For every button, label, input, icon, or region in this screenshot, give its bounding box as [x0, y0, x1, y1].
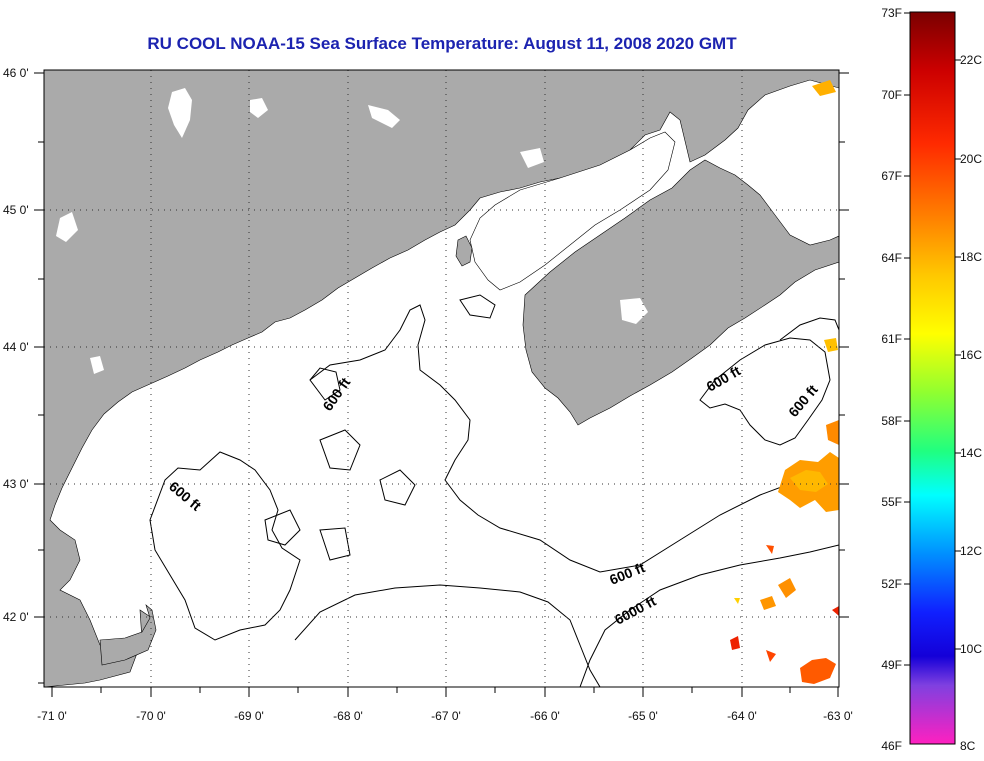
lake: [168, 88, 192, 138]
sst-patch-hot: [800, 658, 836, 684]
map-grid: [44, 70, 839, 687]
fahrenheit-label: 52F: [881, 577, 902, 591]
contour-600ft-georges: [294, 584, 601, 687]
lat-label: 42 0': [3, 610, 29, 624]
contour-small: [379, 469, 416, 506]
colorbar-ticks: [904, 12, 961, 666]
contour-600ft-basin: [309, 304, 839, 573]
lon-label: -64 0': [727, 709, 757, 723]
lon-label: -67 0': [431, 709, 461, 723]
sst-patch-hot: [766, 545, 774, 554]
depth-contours: [149, 294, 839, 687]
fahrenheit-label: 58F: [881, 414, 902, 428]
contour-small: [319, 527, 351, 561]
sst-pixels: [730, 80, 839, 684]
lon-label: -68 0': [333, 709, 363, 723]
fahrenheit-label: 49F: [881, 658, 902, 672]
land-mainland: [44, 70, 839, 687]
latitude-labels: 46 0' 45 0' 44 0' 43 0' 42 0': [3, 66, 29, 624]
celsius-label: 20C: [960, 152, 982, 166]
lat-label: 43 0': [3, 477, 29, 491]
lon-label: -63 0': [823, 709, 853, 723]
fahrenheit-label: 61F: [881, 332, 902, 346]
lon-label: -71 0': [37, 709, 67, 723]
sst-patch-warm: [790, 470, 828, 492]
celsius-label: 18C: [960, 250, 982, 264]
sst-patch-hot: [766, 650, 776, 662]
land-nova-scotia: [522, 159, 839, 426]
lat-label: 45 0': [3, 203, 29, 217]
lon-label: -66 0': [530, 709, 560, 723]
longitude-labels: -71 0' -70 0' -69 0' -68 0' -67 0' -66 0…: [37, 709, 853, 723]
land-grand-manan: [455, 235, 473, 267]
contour-small: [319, 429, 361, 471]
lake: [620, 298, 648, 324]
fahrenheit-label: 46F: [881, 739, 902, 753]
fahrenheit-label: 64F: [881, 251, 902, 265]
sst-patch-hot: [730, 636, 740, 650]
fahrenheit-label: 73F: [881, 6, 902, 20]
contour-600ft-gulf: [149, 451, 301, 641]
sst-patch-warm: [760, 596, 776, 610]
celsius-label: 22C: [960, 53, 982, 67]
ticks: [34, 72, 849, 697]
map-frame: [43, 69, 840, 688]
contour-600ft-scotian-east: [779, 317, 839, 341]
celsius-label: 12C: [960, 544, 982, 558]
fahrenheit-label: 67F: [881, 169, 902, 183]
celsius-label: 14C: [960, 446, 982, 460]
lon-label: -69 0': [234, 709, 264, 723]
lat-label: 46 0': [3, 66, 29, 80]
sst-patch-warm: [826, 420, 839, 445]
colorbar-fahrenheit-labels: 73F 70F 67F 64F 61F 58F 55F 52F 49F 46F: [881, 6, 902, 753]
colorbar: [909, 11, 956, 745]
colorbar-celsius-labels: 22C 20C 18C 16C 14C 12C 10C 8C: [960, 53, 982, 753]
contour-600ft-scotian: [699, 337, 831, 446]
lake: [90, 356, 104, 374]
contour-6000ft: [579, 544, 839, 687]
sst-patch-hot: [832, 606, 839, 616]
contour-small: [309, 367, 341, 401]
celsius-label: 10C: [960, 642, 982, 656]
sst-patch-warm: [812, 80, 836, 96]
fahrenheit-label: 55F: [881, 495, 902, 509]
sst-patch-warm: [824, 338, 838, 352]
lon-label: -70 0': [136, 709, 166, 723]
map-title: RU COOL NOAA-15 Sea Surface Temperature:…: [147, 34, 737, 53]
lake: [56, 212, 78, 242]
sst-patch-warm: [734, 598, 740, 604]
sst-patch-warm: [778, 578, 796, 598]
contour-small: [459, 294, 496, 319]
celsius-label: 8C: [960, 739, 976, 753]
celsius-label: 16C: [960, 348, 982, 362]
fahrenheit-label: 70F: [881, 88, 902, 102]
lake: [520, 148, 544, 168]
lon-label: -65 0': [628, 709, 658, 723]
land-cape-cod: [99, 604, 157, 666]
lake: [368, 105, 400, 128]
contour-small: [264, 509, 301, 546]
lat-label: 44 0': [3, 340, 29, 354]
lake: [250, 98, 268, 118]
